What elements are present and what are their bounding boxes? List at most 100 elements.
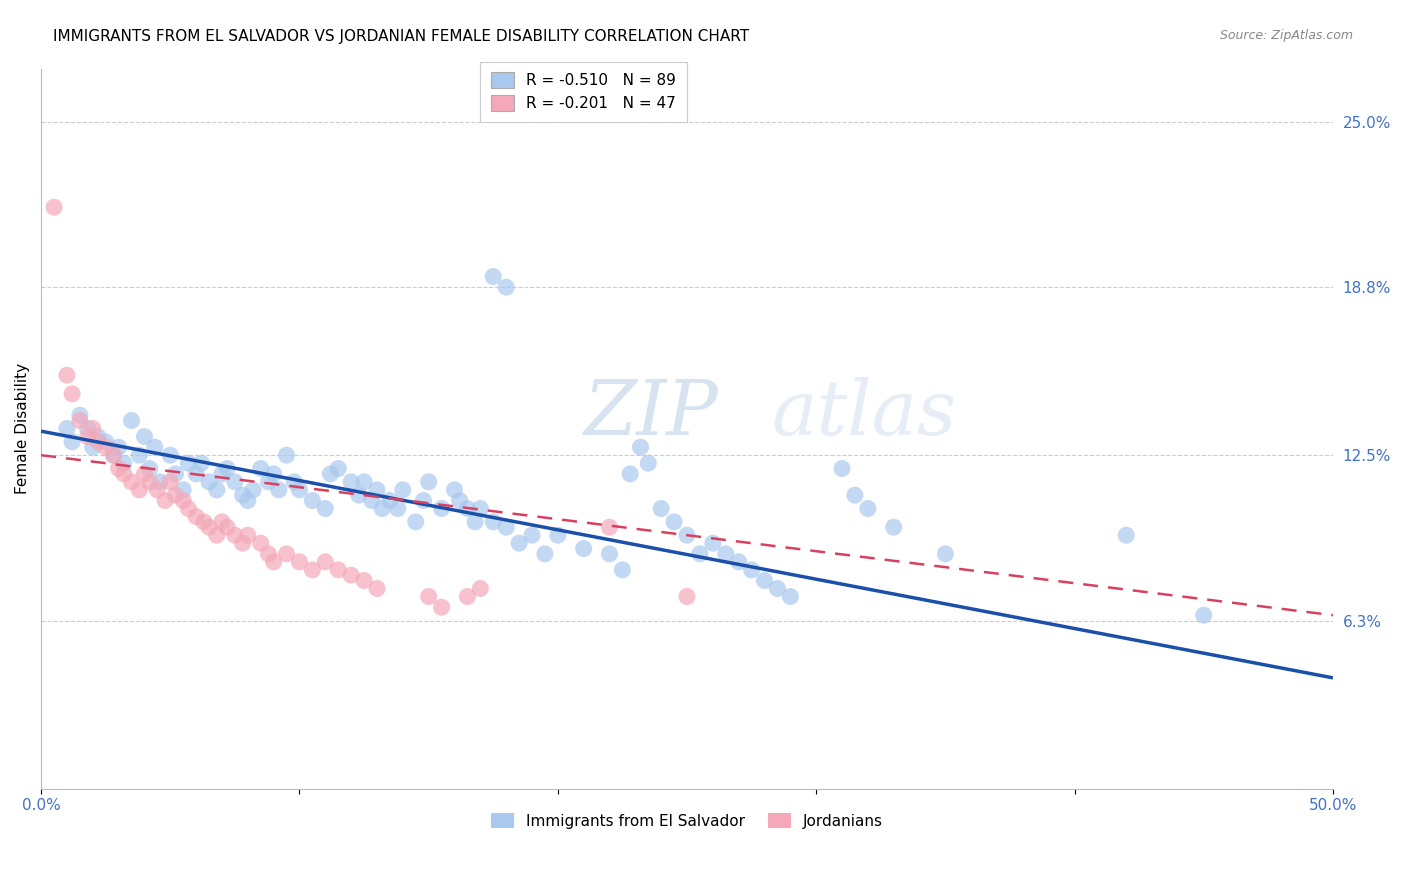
Point [87, 429, 110, 443]
Point [146, 483, 169, 497]
Point [412, 493, 434, 508]
Point [288, 483, 311, 497]
Point [288, 555, 311, 569]
Point [242, 483, 264, 497]
Point [831, 461, 853, 475]
Point [190, 456, 212, 470]
Point [143, 440, 166, 454]
Point [301, 493, 323, 508]
Point [172, 483, 194, 497]
Legend: Immigrants from El Salvador, Jordanians: Immigrants from El Salvador, Jordanians [485, 806, 889, 835]
Point [366, 582, 388, 596]
Point [128, 448, 150, 462]
Point [56, 421, 79, 435]
Point [328, 563, 350, 577]
Point [69, 413, 91, 427]
Point [128, 483, 150, 497]
Point [56, 368, 79, 383]
Point [134, 429, 156, 443]
Point [263, 467, 285, 481]
Point [205, 483, 228, 497]
Point [134, 467, 156, 481]
Point [149, 475, 172, 489]
Point [267, 483, 290, 497]
Point [94, 440, 117, 454]
Point [1192, 608, 1215, 623]
Point [443, 483, 465, 497]
Point [844, 488, 866, 502]
Point [177, 501, 200, 516]
Point [198, 520, 221, 534]
Point [353, 574, 375, 588]
Point [165, 488, 187, 502]
Point [249, 536, 271, 550]
Point [391, 483, 413, 497]
Point [464, 515, 486, 529]
Point [508, 536, 530, 550]
Point [107, 440, 129, 454]
Point [82, 440, 104, 454]
Point [159, 448, 181, 462]
Point [934, 547, 956, 561]
Point [257, 547, 280, 561]
Point [159, 475, 181, 489]
Text: ZIP: ZIP [583, 377, 718, 451]
Text: atlas: atlas [770, 377, 956, 451]
Point [60, 387, 83, 401]
Point [430, 501, 453, 516]
Point [184, 509, 207, 524]
Point [103, 448, 125, 462]
Point [378, 493, 401, 508]
Point [689, 547, 711, 561]
Point [856, 501, 879, 516]
Text: Source: ZipAtlas.com: Source: ZipAtlas.com [1219, 29, 1353, 42]
Point [184, 467, 207, 481]
Point [205, 528, 228, 542]
Point [112, 467, 135, 481]
Point [60, 434, 83, 449]
Point [69, 408, 91, 422]
Point [456, 590, 478, 604]
Point [232, 536, 254, 550]
Point [650, 501, 672, 516]
Point [211, 515, 233, 529]
Point [263, 555, 285, 569]
Point [741, 563, 763, 577]
Point [112, 456, 135, 470]
Point [360, 493, 382, 508]
Point [572, 541, 595, 556]
Point [257, 475, 280, 489]
Point [637, 456, 659, 470]
Point [449, 493, 471, 508]
Point [727, 555, 749, 569]
Point [153, 493, 176, 508]
Point [340, 475, 363, 489]
Point [470, 501, 492, 516]
Point [371, 501, 394, 516]
Point [76, 421, 98, 435]
Point [94, 434, 117, 449]
Point [702, 536, 724, 550]
Point [598, 520, 620, 534]
Point [76, 429, 98, 443]
Point [495, 280, 517, 294]
Point [236, 528, 259, 542]
Point [217, 520, 239, 534]
Point [340, 568, 363, 582]
Point [418, 590, 440, 604]
Point [779, 590, 801, 604]
Point [193, 515, 215, 529]
Point [387, 501, 409, 516]
Point [82, 421, 104, 435]
Point [714, 547, 737, 561]
Point [314, 555, 336, 569]
Point [224, 528, 246, 542]
Point [121, 475, 143, 489]
Point [598, 547, 620, 561]
Point [103, 448, 125, 462]
Point [121, 413, 143, 427]
Point [676, 590, 699, 604]
Point [283, 475, 305, 489]
Point [198, 475, 221, 489]
Point [482, 515, 505, 529]
